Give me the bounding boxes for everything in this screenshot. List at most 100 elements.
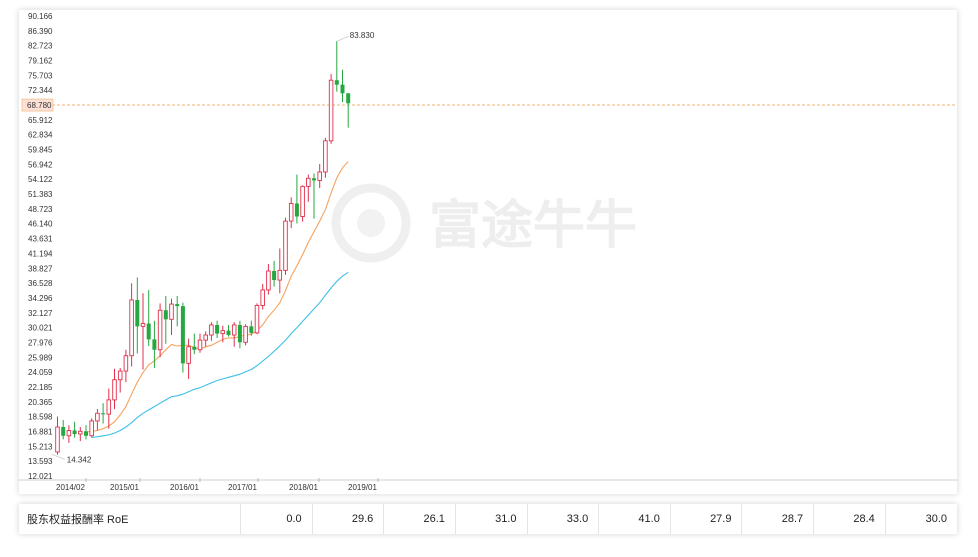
y-tick-label: 41.194: [28, 249, 53, 258]
y-tick-label: 72.344: [28, 86, 53, 95]
candle-body: [266, 270, 271, 291]
roe-value: 29.6: [311, 504, 384, 534]
candle-body: [209, 324, 214, 336]
candle-body: [61, 426, 66, 436]
y-tick-label: 34.296: [28, 294, 53, 303]
roe-label: 股东权益报酬率 RoE: [27, 514, 129, 526]
y-tick-label: 13.593: [28, 457, 53, 466]
candle-body: [129, 299, 134, 357]
candle-body: [312, 178, 316, 181]
roe-value: 27.9: [669, 504, 742, 534]
candle-body: [101, 413, 106, 415]
candle-body: [89, 420, 94, 437]
candle-body: [175, 304, 180, 307]
y-tick-label: 75.703: [28, 71, 53, 80]
y-tick-label: 20.365: [28, 398, 53, 407]
candle-body: [163, 310, 168, 320]
high-leader: [336, 35, 349, 42]
x-tick-label: 2016/01: [170, 483, 199, 492]
current-price-label: 68.780: [27, 101, 52, 110]
y-tick-label: 24.059: [28, 368, 53, 377]
candle-body: [197, 339, 203, 351]
candle-body: [288, 203, 294, 222]
y-tick-label: 79.162: [28, 57, 53, 66]
roe-value: 26.1: [383, 504, 456, 534]
chart-frame: [19, 104, 957, 482]
high-label: 83.830: [350, 31, 375, 40]
y-tick-label: 65.912: [28, 116, 53, 125]
x-tick-label: 2018/01: [289, 483, 318, 492]
moving-averages: [85, 161, 349, 439]
roe-row: 股东权益报酬率 RoE 0.0 29.6 26.1 31.0 33.0 41.0…: [19, 504, 957, 534]
candle-body: [135, 299, 140, 327]
candle-body: [66, 430, 72, 437]
axis-labels: 90.166 86.390 82.723 79.162 75.703 72.344 65.9…: [21, 12, 377, 492]
roe-value: 0.0: [240, 504, 313, 534]
candles: [55, 41, 351, 455]
candle-body: [306, 177, 311, 187]
candle-body: [249, 326, 254, 333]
candle-body: [254, 304, 260, 334]
y-tick-label: 32.127: [28, 309, 53, 318]
candle-body: [283, 220, 288, 271]
y-tick-label: 54.122: [28, 175, 53, 184]
y-tick-label: 90.166: [28, 12, 53, 21]
candle-body: [346, 93, 351, 104]
candle-body: [243, 325, 248, 343]
candle-body: [180, 306, 185, 364]
candle-body: [328, 79, 334, 142]
candle-body: [55, 426, 60, 453]
candle-body: [215, 324, 220, 334]
watermark-logo-ring: [331, 183, 411, 263]
candle-body: [272, 271, 277, 281]
y-tick-label: 82.723: [28, 42, 53, 51]
candle-body: [112, 379, 117, 401]
y-tick-label: 51.383: [28, 190, 53, 199]
y-tick-label: 48.723: [28, 205, 53, 214]
y-tick-label: 22.185: [28, 383, 53, 392]
candlestick-chart-panel: 富途牛牛 90.166 86.390 82.723 79.162 75.703 72.34…: [19, 10, 957, 494]
roe-value: 31.0: [454, 504, 528, 534]
roe-value: 33.0: [526, 504, 599, 534]
candle-body: [231, 324, 237, 336]
y-tick-label: 16.881: [28, 427, 53, 436]
y-tick-label: 43.631: [28, 235, 53, 244]
candle-body: [277, 269, 283, 281]
y-tick-label: 59.845: [28, 146, 53, 155]
y-tick-label: 27.976: [28, 338, 53, 347]
y-tick-label: 36.528: [28, 279, 53, 288]
y-tick-label: 15.213: [28, 442, 53, 451]
candle-body: [260, 289, 265, 306]
candle-body: [294, 203, 299, 217]
candle-body: [146, 323, 151, 340]
candle-body: [72, 430, 77, 434]
candle-body: [106, 399, 112, 415]
candlestick-chart[interactable]: 富途牛牛 90.166 86.390 82.723 79.162 75.703 72.34…: [19, 10, 957, 494]
roe-value: 28.7: [741, 504, 814, 534]
y-tick-label: 56.942: [28, 160, 53, 169]
candle-body: [203, 334, 208, 341]
candle-body: [140, 323, 146, 327]
candle-body: [157, 309, 163, 351]
ma-long-line: [91, 271, 349, 439]
candle-body: [317, 171, 322, 181]
low-leader: [51, 453, 65, 460]
low-label: 14.342: [67, 455, 92, 464]
y-tick-label: 46.140: [28, 220, 53, 229]
y-tick-label: 62.834: [28, 131, 53, 140]
current-price-badge: [21, 98, 54, 112]
y-tick-label: 86.390: [28, 27, 53, 36]
candle-body: [84, 431, 88, 436]
roe-value: 28.4: [813, 504, 886, 534]
roe-value: 30.0: [884, 504, 957, 534]
candle-body: [169, 303, 174, 320]
candle-body: [220, 330, 226, 335]
candle-body: [78, 430, 83, 435]
y-tick-label: 12.021: [28, 472, 53, 481]
watermark-text: 富途牛牛: [429, 196, 637, 256]
x-tick-label: 2014/02: [56, 483, 85, 492]
watermark: 富途牛牛: [331, 183, 637, 263]
y-tick-label: 30.021: [28, 324, 53, 333]
y-tick-label: 38.827: [28, 264, 53, 273]
